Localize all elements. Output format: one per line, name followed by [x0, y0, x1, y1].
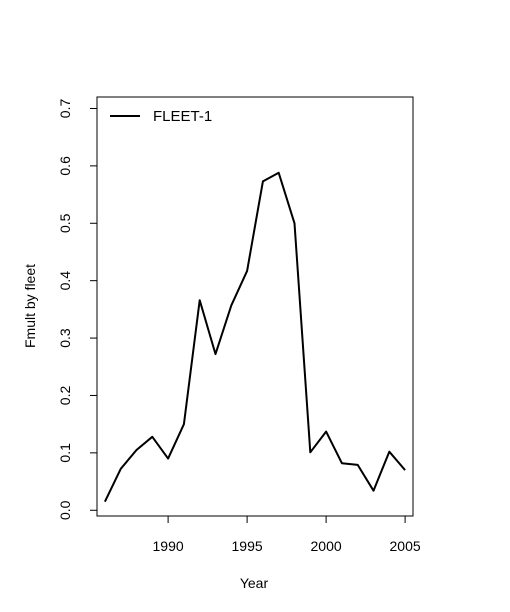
x-axis: 1990 1995 2000 2005: [153, 515, 421, 554]
series-layer: [103, 171, 406, 503]
y-tick-label: 0.2: [57, 386, 73, 406]
plot-frame: [96, 96, 414, 517]
x-tick-label: 1990: [153, 538, 184, 554]
y-tick-label: 0.5: [57, 213, 73, 233]
x-tick-label: 2005: [390, 538, 421, 554]
y-tick-label: 0.7: [57, 99, 73, 119]
y-tick-label: 0.4: [57, 271, 73, 291]
y-tick-label: 0.6: [57, 156, 73, 176]
y-tick-label: 0.1: [57, 443, 73, 463]
y-tick-label: 0.0: [57, 500, 73, 520]
y-axis-title: Fmult by fleet: [22, 264, 38, 348]
x-tick-label: 2000: [311, 538, 342, 554]
legend-label: FLEET-1: [153, 108, 212, 125]
x-axis-title: Year: [240, 575, 269, 591]
y-tick-label: 0.3: [57, 328, 73, 348]
x-tick-label: 1995: [232, 538, 263, 554]
series-line-fleet-1: [103, 171, 406, 503]
legend: FLEET-1: [110, 108, 212, 125]
y-axis: 0.0 0.1 0.2 0.3 0.4 0.5 0.6 0.7: [57, 99, 98, 520]
